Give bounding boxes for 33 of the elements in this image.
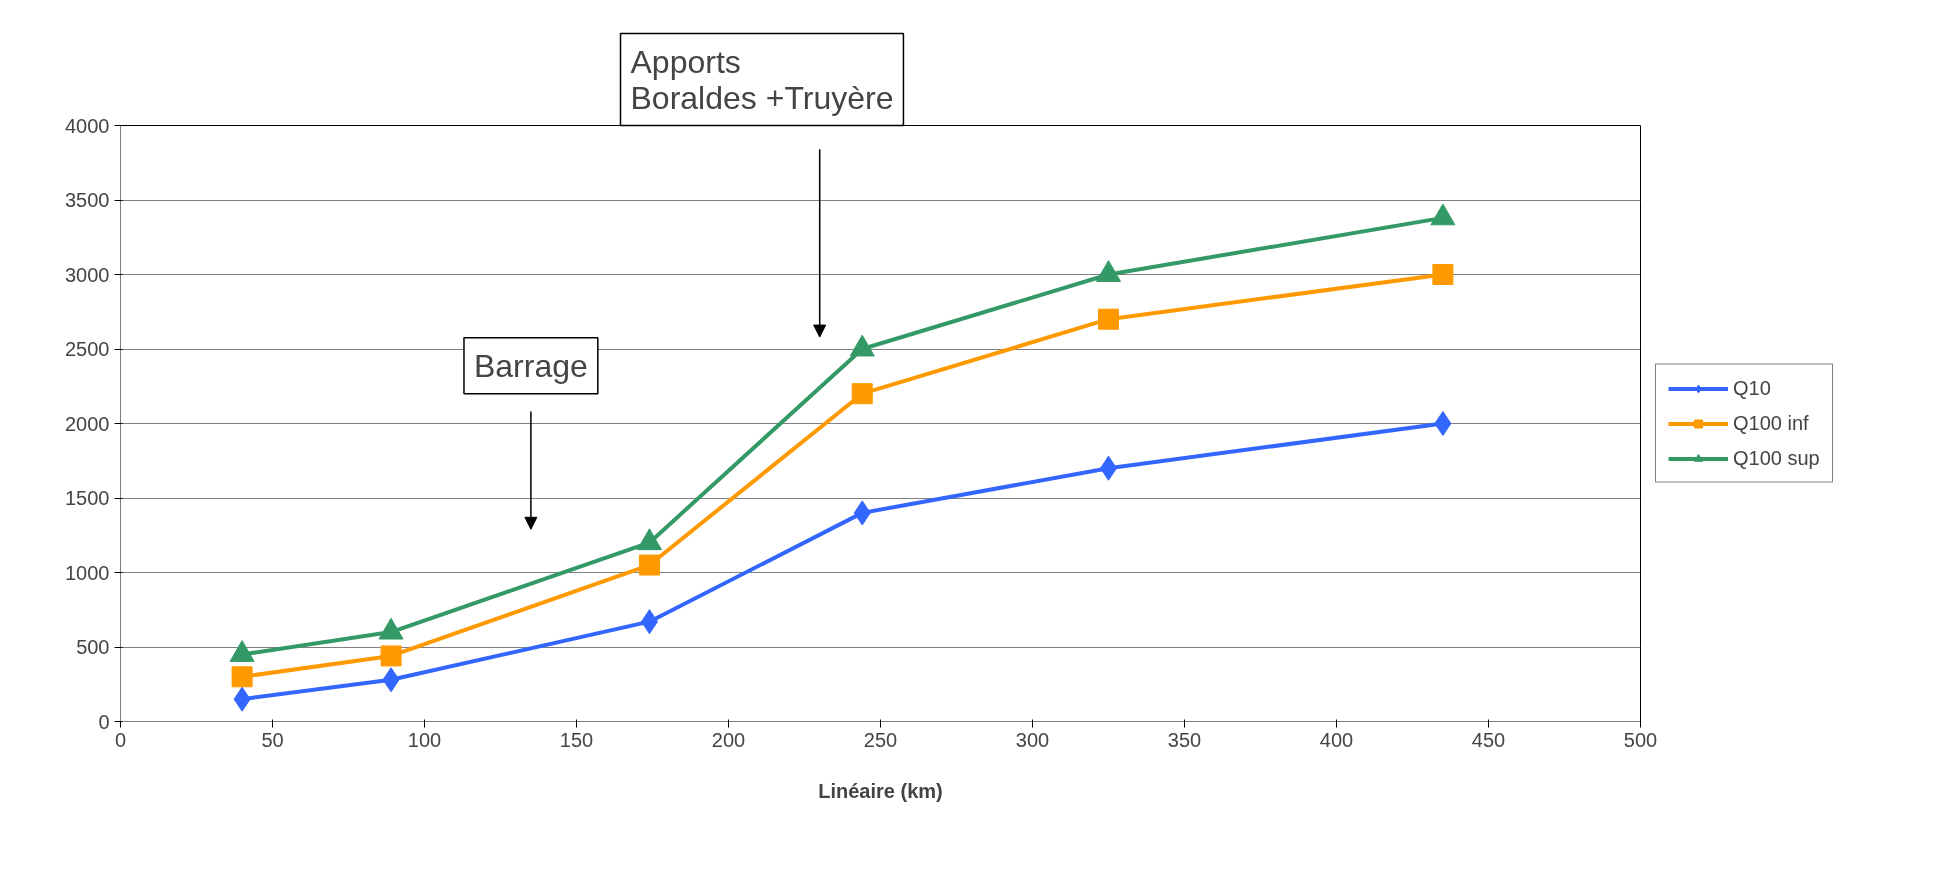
- y-tick-label: 2500: [65, 338, 110, 360]
- y-tick-label: 1000: [65, 561, 110, 584]
- legend-label: Q10: [1733, 376, 1771, 400]
- x-tick-label: 500: [1623, 728, 1658, 751]
- point: [1432, 264, 1454, 285]
- text: Apports Boraldes +Truyère: [630, 43, 894, 116]
- x-tick-label: 300: [1015, 728, 1050, 751]
- point: [638, 554, 660, 576]
- x-tick-label: 0: [114, 728, 127, 751]
- x-tick-label: 350: [1167, 728, 1202, 751]
- y-tick-label: 500: [76, 636, 110, 658]
- x-tick-label: 200: [711, 728, 746, 751]
- point: [380, 645, 402, 667]
- x-tick-label: 400: [1319, 728, 1354, 751]
- point: [1434, 411, 1452, 436]
- x-tick-label: 50: [261, 728, 284, 751]
- x-tick-label: 150: [559, 728, 594, 751]
- annotation: Barrage: [473, 347, 588, 384]
- legend-label: Q100 inf: [1733, 411, 1809, 435]
- y-tick-label: 3000: [65, 263, 110, 286]
- point: [231, 666, 253, 688]
- x-tick-label: 250: [863, 728, 898, 751]
- y-tick-label: 0: [98, 710, 110, 733]
- point: [851, 383, 873, 405]
- y-tick-label: 2000: [65, 412, 110, 435]
- y-tick-label: 4000: [65, 114, 110, 137]
- point: [1098, 308, 1119, 330]
- x-axis-title: Linéaire (km): [818, 779, 943, 802]
- x-tick-label: 100: [407, 728, 442, 751]
- legend-label: Q100 sup: [1733, 446, 1820, 470]
- y-tick-label: 3500: [65, 189, 110, 211]
- x-tick-label: 450: [1471, 728, 1506, 751]
- y-tick-label: 1500: [65, 487, 110, 509]
